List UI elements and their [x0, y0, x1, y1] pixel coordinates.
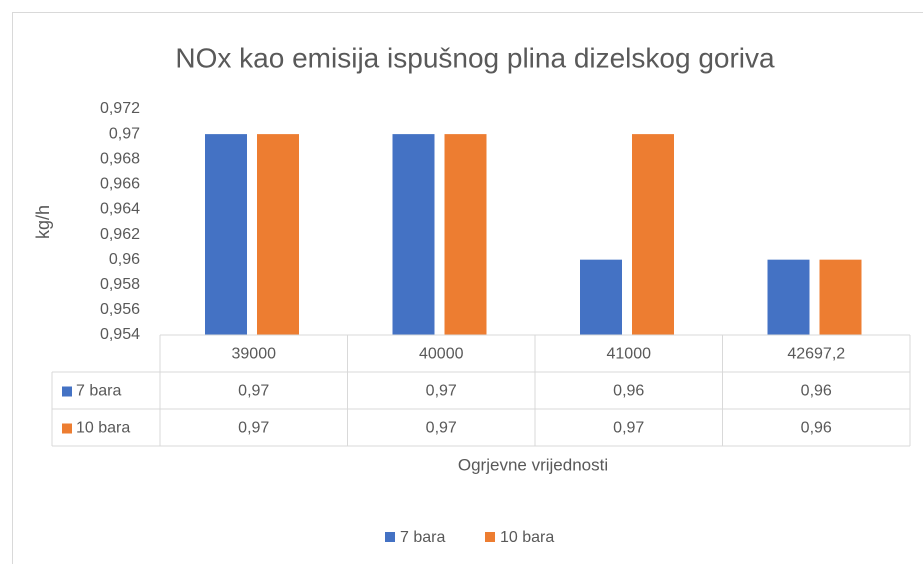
bar	[767, 259, 810, 335]
legend-label: 7 bara	[400, 529, 445, 546]
table-value: 0,97	[238, 383, 269, 400]
y-tick-label: 0,966	[100, 176, 140, 193]
table-value: 0,97	[613, 420, 644, 437]
bar	[580, 259, 622, 335]
bar	[392, 134, 435, 335]
table-value: 0,96	[801, 420, 832, 437]
y-tick-label: 0,97	[109, 125, 140, 142]
x-tick-label: 39000	[232, 346, 277, 363]
legend-key	[485, 532, 495, 542]
y-tick-label: 0,964	[100, 201, 140, 218]
table-value: 0,97	[426, 420, 457, 437]
table-legend-key	[62, 423, 72, 434]
x-tick-label: 41000	[607, 346, 652, 363]
legend-label: 10 bara	[500, 529, 554, 546]
y-tick-label: 0,96	[109, 251, 140, 268]
y-tick-label: 0,958	[100, 276, 140, 293]
y-tick-label: 0,954	[100, 326, 140, 343]
table-value: 0,97	[238, 420, 269, 437]
table-legend-key	[62, 386, 72, 397]
table-value: 0,96	[801, 383, 832, 400]
table-series-name: 7 bara	[76, 383, 121, 400]
x-tick-label: 42697,2	[787, 346, 845, 363]
y-tick-label: 0,956	[100, 301, 140, 318]
table-value: 0,97	[426, 383, 457, 400]
table-series-name: 10 bara	[76, 420, 130, 437]
bar	[632, 134, 674, 335]
y-tick-label: 0,968	[100, 150, 140, 167]
chart-title: NOx kao emisija ispušnog plina dizelskog…	[175, 42, 775, 73]
bar	[205, 134, 247, 335]
y-tick-label: 0,972	[100, 100, 140, 117]
legend-key	[385, 532, 395, 542]
bar	[444, 134, 487, 335]
x-axis-title: Ogrjevne vrijednosti	[458, 455, 608, 474]
bar	[819, 259, 862, 335]
bar	[257, 134, 299, 335]
x-tick-label: 40000	[419, 346, 464, 363]
y-axis-title: kg/h	[33, 205, 53, 239]
table-value: 0,96	[613, 383, 644, 400]
y-tick-label: 0,962	[100, 226, 140, 243]
